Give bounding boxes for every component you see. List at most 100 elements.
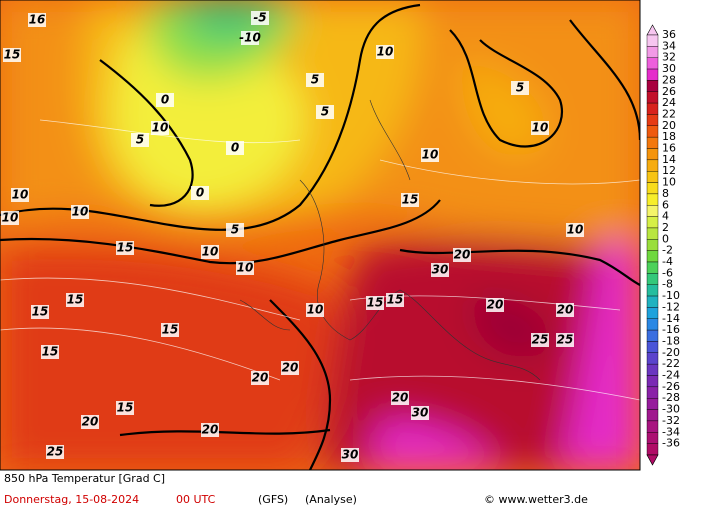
contour-label-bg bbox=[306, 73, 324, 87]
colorbar-label: -22 bbox=[662, 357, 680, 370]
contour-label-bg bbox=[116, 241, 134, 255]
contour-label: 20 bbox=[454, 248, 471, 262]
colorbar-box bbox=[646, 443, 659, 456]
contour-label: 10 bbox=[567, 223, 584, 237]
colorbar-label: 36 bbox=[662, 28, 676, 41]
run: (Analyse) bbox=[305, 493, 357, 506]
contour-label: 15 bbox=[117, 241, 134, 255]
contour-label-bg bbox=[281, 361, 299, 375]
contour-label: 15 bbox=[32, 305, 49, 319]
colorbar-label: 14 bbox=[662, 153, 676, 166]
contour-label: 5 bbox=[516, 81, 524, 95]
contour-label-bg bbox=[556, 333, 574, 347]
contour-label: 20 bbox=[392, 391, 409, 405]
contour-label-bg bbox=[306, 303, 324, 317]
colorbar-label: 0 bbox=[662, 232, 669, 245]
colorbar-box bbox=[646, 125, 659, 138]
colorbar-box bbox=[646, 375, 659, 388]
contour-label: 20 bbox=[487, 298, 504, 312]
colorbar-box bbox=[646, 295, 659, 308]
contour-label-bg bbox=[251, 371, 269, 385]
contour-label-bg bbox=[81, 415, 99, 429]
contour-label: 20 bbox=[82, 415, 99, 429]
colorbar-box bbox=[646, 80, 659, 92]
contour-label-bg bbox=[453, 248, 471, 262]
contour-label-bg bbox=[131, 133, 149, 147]
colorbar-label: 26 bbox=[662, 85, 676, 98]
colorbar-box bbox=[646, 34, 659, 47]
colorbar-label: -16 bbox=[662, 323, 680, 336]
contour-label: 20 bbox=[557, 303, 574, 317]
contour-label-bg bbox=[3, 48, 21, 62]
colorbar-label: 2 bbox=[662, 221, 669, 234]
contour-label: 25 bbox=[47, 445, 64, 459]
contour-label: 0 bbox=[231, 141, 239, 155]
colorbar-label: 10 bbox=[662, 176, 676, 189]
contour-label-bg bbox=[431, 263, 449, 277]
colorbar-box bbox=[646, 432, 659, 444]
contour-label-bg bbox=[28, 13, 46, 27]
contour-label-bg bbox=[201, 245, 219, 259]
contour-label-bg bbox=[376, 45, 394, 59]
colorbar-box bbox=[646, 159, 659, 172]
colorbar-box bbox=[646, 57, 659, 70]
colorbar-box bbox=[646, 136, 659, 149]
contour-label-bg bbox=[316, 105, 334, 119]
caption: 850 hPa Temperatur [Grad C] bbox=[4, 472, 165, 485]
contour-label: 10 bbox=[422, 148, 439, 162]
colorbar-box bbox=[646, 193, 659, 206]
isotherms bbox=[0, 3, 640, 470]
contour-label: 25 bbox=[557, 333, 574, 347]
colorbar-box bbox=[646, 273, 659, 285]
colorbar-box bbox=[646, 148, 659, 161]
contour-label: 10 bbox=[2, 211, 19, 225]
contour-label-bg bbox=[531, 121, 549, 135]
colorbar-label: 16 bbox=[662, 142, 676, 155]
contour-label: 10 bbox=[12, 188, 29, 202]
contour-label: 15 bbox=[367, 296, 384, 310]
contour-label-bg bbox=[241, 31, 259, 45]
contour-label-bg bbox=[341, 448, 359, 462]
contour-label-bg bbox=[191, 186, 209, 200]
contour-label: 0 bbox=[196, 186, 204, 200]
colorbar-label: -14 bbox=[662, 312, 680, 325]
contour-label: -10 bbox=[239, 31, 261, 45]
contour-label-bg bbox=[226, 223, 244, 237]
colorbar-box bbox=[646, 68, 659, 81]
colorbar-label: -12 bbox=[662, 300, 680, 313]
colorbar-top-arrow bbox=[646, 24, 659, 36]
colorbar-label: -8 bbox=[662, 278, 673, 291]
contour-label-bg bbox=[1, 211, 19, 225]
contour-label-bg bbox=[161, 323, 179, 337]
contour-label-bg bbox=[531, 333, 549, 347]
contour-label: 5 bbox=[231, 223, 239, 237]
contour-label: -5 bbox=[253, 11, 266, 25]
contour-label-bg bbox=[71, 205, 89, 219]
colorbar-box bbox=[646, 102, 659, 115]
colorbar-label: -28 bbox=[662, 391, 680, 404]
contour-label: 15 bbox=[117, 401, 134, 415]
colorbar-box bbox=[646, 114, 659, 126]
contour-label: 15 bbox=[402, 193, 419, 207]
colorbar-label: -36 bbox=[662, 437, 680, 450]
contour-label: 10 bbox=[202, 245, 219, 259]
contour-label: 5 bbox=[311, 73, 319, 87]
colorbar-box bbox=[646, 352, 659, 365]
contour-label-bg bbox=[566, 223, 584, 237]
colorbar-label: 12 bbox=[662, 164, 676, 177]
colorbar-box bbox=[646, 205, 659, 217]
contour-label-bg bbox=[41, 345, 59, 359]
colorbar-box bbox=[646, 363, 659, 376]
colorbar-box bbox=[646, 91, 659, 104]
colorbar-label: -20 bbox=[662, 346, 680, 359]
colorbar-label: -6 bbox=[662, 266, 673, 279]
colorbar-label: 18 bbox=[662, 130, 676, 143]
coastlines bbox=[239, 99, 541, 381]
colorbar-label: 6 bbox=[662, 198, 669, 211]
contour-label: 30 bbox=[432, 263, 449, 277]
colorbar-label: -30 bbox=[662, 403, 680, 416]
colorbar-label: -24 bbox=[662, 369, 680, 382]
contour-label-bg bbox=[486, 298, 504, 312]
contour-label-bg bbox=[66, 293, 84, 307]
colorbar-bottom-arrow bbox=[646, 454, 659, 466]
